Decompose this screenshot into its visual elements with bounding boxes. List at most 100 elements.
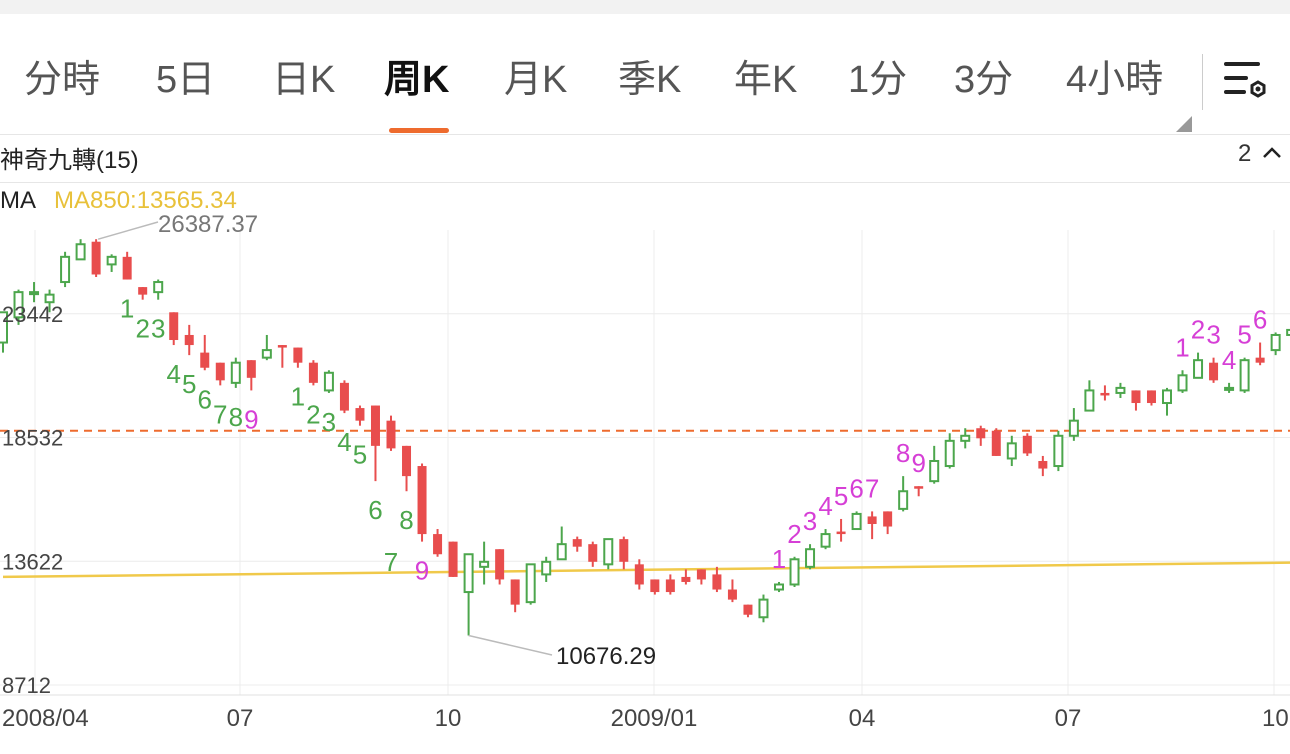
td-count-label: 5 (182, 369, 196, 399)
tab-monthly-k[interactable]: 月K (504, 59, 568, 101)
period-high-label: 26387.37 (158, 211, 258, 238)
td-count-label: 7 (384, 547, 398, 577)
candle-body (138, 287, 148, 295)
candle-body (851, 512, 862, 531)
candle-body (1193, 359, 1204, 379)
chevron-up-icon[interactable] (1262, 143, 1282, 163)
candle-body (13, 291, 24, 319)
candle-body (1177, 374, 1188, 392)
candle-body (60, 255, 71, 284)
x-tick-label: 10 (1262, 705, 1289, 732)
candle-body (681, 576, 691, 582)
td-count-label: 1 (291, 382, 305, 412)
candle-body (820, 533, 831, 548)
candle-body (774, 583, 784, 591)
td-count-label: 5 (353, 440, 367, 470)
tab-3min[interactable]: 3分 (954, 59, 1014, 101)
candle-body (758, 598, 769, 619)
candle-body (541, 560, 552, 576)
status-bar (0, 0, 1290, 14)
td-count-label: 1 (1175, 332, 1189, 362)
x-tick-label: 07 (1055, 705, 1082, 732)
candle-body (246, 360, 256, 378)
td-count-label: 6 (198, 384, 212, 414)
candle-body (293, 347, 303, 363)
candle-body (91, 241, 101, 275)
ma850-value: MA850:13565.34 (54, 187, 237, 214)
td-count-label: 2 (306, 399, 320, 429)
candle-body (1084, 389, 1095, 412)
x-tick-label: 07 (227, 705, 254, 732)
candle-body (355, 408, 365, 421)
period-tab-bar: 分時 5日 日K 周K 月K 季K 年K 1分 3分 4小時 (0, 14, 1290, 136)
candle-body (200, 352, 210, 368)
x-tick-label: 2009/01 (611, 705, 698, 732)
candle-body (789, 558, 800, 586)
candle-body (44, 293, 55, 304)
candle-body (433, 534, 443, 555)
candle-body (106, 255, 117, 266)
td-count-label: 1 (120, 294, 134, 324)
candle-body (215, 362, 225, 381)
list-settings-icon[interactable] (1220, 56, 1270, 106)
high-leader-line (97, 221, 159, 240)
td-count-label: 4 (1222, 345, 1236, 375)
candle-body (323, 371, 334, 392)
tab-divider (1202, 54, 1203, 110)
candle-body (479, 560, 490, 568)
td-count-label: 3 (151, 314, 165, 344)
candle-body (572, 539, 582, 547)
candle-body (556, 543, 567, 561)
active-tab-indicator (389, 128, 449, 133)
candle-body (960, 434, 971, 442)
candle-body (603, 538, 614, 566)
td-count-label: 7 (865, 473, 879, 503)
candle-body (448, 541, 458, 577)
td-count-label: 6 (1253, 305, 1267, 335)
td-count-label: 5 (1237, 320, 1251, 350)
y-tick-label: 23442 (2, 302, 63, 327)
tab-yearly-k[interactable]: 年K (734, 59, 798, 101)
candle-body (1146, 390, 1156, 404)
td-count-label: 3 (322, 407, 336, 437)
td-count-label: 2 (135, 314, 149, 344)
td-count-label: 7 (213, 399, 227, 429)
candle-body (1286, 328, 1290, 336)
more-periods-triangle-icon[interactable] (1176, 116, 1192, 132)
candle-body (588, 544, 598, 562)
tab-4hour[interactable]: 4小時 (1066, 59, 1164, 101)
candle-body (230, 361, 241, 384)
candle-body (1038, 460, 1048, 469)
candle-body (619, 539, 629, 562)
candle-body (1022, 435, 1032, 454)
td-count-label: 9 (911, 448, 925, 478)
candle-body (743, 604, 753, 615)
candle-body (495, 549, 505, 580)
td-count-label: 3 (803, 506, 817, 536)
y-tick-label: 8712 (2, 673, 51, 698)
indicator-page-number: 2 (1238, 140, 1252, 167)
candle-body (261, 349, 272, 359)
candle-body (1131, 390, 1141, 404)
tab-weekly-k[interactable]: 周K (384, 59, 450, 101)
candle-body (1255, 357, 1265, 363)
tab-5day[interactable]: 5日 (156, 59, 216, 101)
candle-body (184, 334, 194, 346)
tab-timeshare[interactable]: 分時 (24, 59, 101, 101)
td-count-label: 1 (772, 544, 786, 574)
candle-body (1239, 359, 1250, 392)
candle-body (339, 382, 349, 411)
td-count-label: 9 (415, 556, 429, 586)
candle-body (867, 516, 877, 524)
candle-body (929, 459, 940, 483)
candle-body (386, 420, 396, 449)
indicator-title[interactable]: 神奇九轉(15) (0, 147, 139, 174)
tab-1min[interactable]: 1分 (848, 59, 908, 101)
tab-daily-k[interactable]: 日K (272, 59, 336, 101)
candle-body (0, 311, 8, 344)
tab-quarterly-k[interactable]: 季K (618, 59, 682, 101)
td-count-label: 4 (337, 427, 351, 457)
candle-body (122, 256, 132, 280)
candle-body (914, 486, 924, 489)
